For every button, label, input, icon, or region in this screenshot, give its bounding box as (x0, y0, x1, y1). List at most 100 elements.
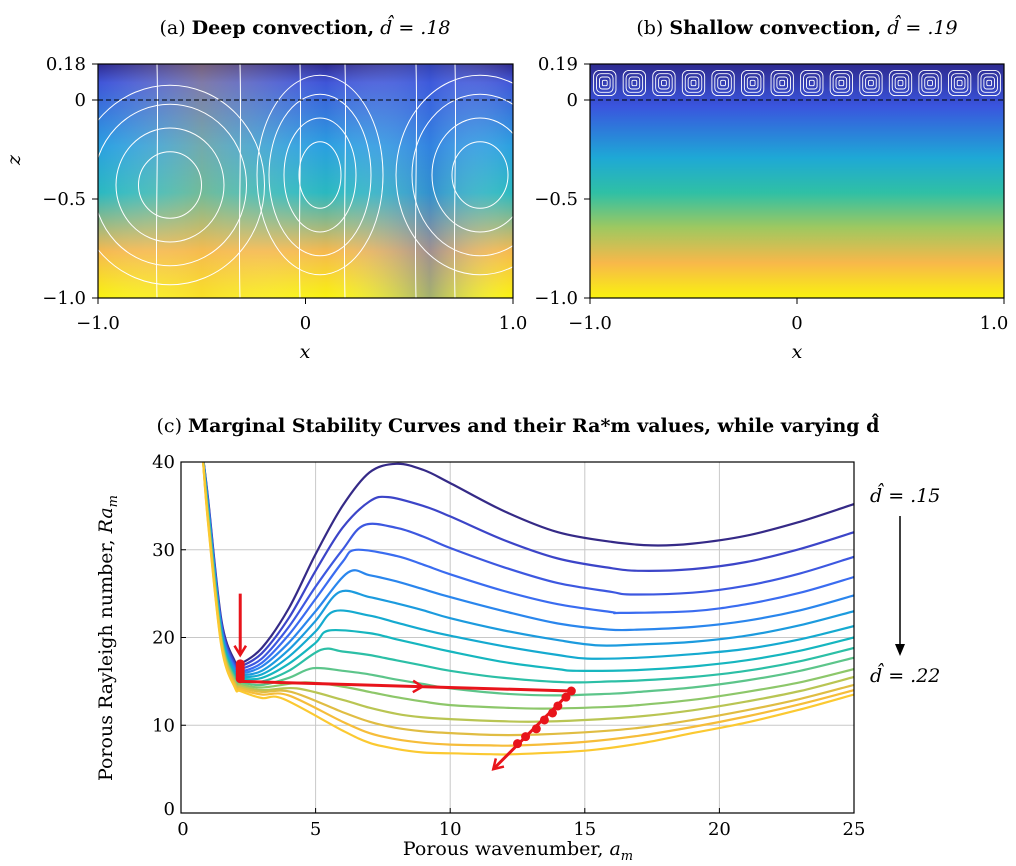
streamline (298, 141, 342, 209)
series-line (202, 462, 854, 737)
y-tick-label: 10 (152, 715, 175, 736)
ra-star-point (553, 701, 563, 711)
series-line (202, 462, 854, 676)
marker-arrow (240, 679, 572, 693)
y-tick-label: 40 (152, 452, 175, 473)
convection-cell (806, 76, 818, 90)
series-line (202, 462, 854, 756)
y-tick-label: 0.19 (538, 54, 578, 75)
convection-cell (800, 69, 824, 97)
x-ticks-b: −1.0 0 1.0 (568, 298, 1008, 334)
ra-star-point (547, 708, 557, 718)
convection-cell (803, 73, 821, 93)
y-tick-label: 30 (152, 540, 175, 561)
convection-cell (980, 73, 998, 93)
y-tick-label: −0.5 (534, 189, 578, 210)
series-line (202, 462, 854, 678)
x-axis-label-b: x (792, 341, 803, 363)
streamline (395, 74, 513, 276)
streamline (451, 141, 509, 209)
x-tick-label: 10 (439, 819, 462, 840)
convection-cell (684, 73, 703, 93)
convection-cell (655, 73, 673, 93)
convection-cell (628, 76, 641, 90)
convection-cell (865, 76, 877, 90)
convection-cell (832, 73, 851, 93)
convection-cell (859, 69, 883, 97)
convection-cell (862, 73, 880, 93)
x-tick-label: 1.0 (980, 313, 1009, 334)
convection-cell (652, 69, 676, 97)
y-tick-label: −1.0 (534, 288, 578, 309)
convection-cell (918, 69, 942, 97)
streamline (138, 151, 202, 219)
ra-star-point (566, 686, 576, 696)
panel-b: (b) Shallow convection, d̂ = .19 0.19 0 … (534, 14, 1008, 363)
convection-cell (950, 73, 969, 93)
convection-cell (773, 73, 791, 93)
y-tick-label: 0 (164, 799, 175, 820)
series-line (202, 462, 854, 680)
convection-cell (953, 76, 966, 90)
convection-cell (720, 79, 726, 87)
convection-cells-b (593, 69, 1001, 97)
convection-cell (894, 76, 907, 90)
convection-cell (835, 76, 848, 90)
convection-cell (891, 73, 910, 93)
convection-cell (776, 76, 788, 90)
ra-star-point (561, 692, 571, 702)
annotation-arrow-head (895, 644, 905, 656)
convection-cell (948, 69, 972, 97)
convection-cell (888, 69, 913, 97)
panel-a-title: (a) Deep convection, d̂ = .18 (159, 14, 450, 39)
convection-cell (717, 76, 729, 90)
convection-cell (838, 79, 845, 87)
x-tick-label: 0 (791, 313, 802, 334)
ra-star-markers (233, 593, 576, 771)
y-tick-label: −1.0 (42, 288, 86, 309)
x-axis-label-a: x (300, 341, 311, 363)
convection-cell (661, 79, 667, 87)
convection-cell (779, 79, 786, 87)
y-tick-label: −0.5 (42, 189, 86, 210)
streamline (115, 127, 225, 243)
convection-cell (687, 76, 700, 90)
streamline (155, 64, 159, 298)
series-c (202, 462, 854, 756)
marker-arrow-head (233, 645, 248, 658)
panel-a: (a) Deep convection, d̂ = .18 0.18 0 −0.… (3, 14, 527, 363)
x-tick-label: 20 (708, 819, 731, 840)
ticks-c: 0 5 10 15 20 25 0 10 20 30 40 (152, 452, 865, 840)
convection-cell (681, 69, 706, 97)
streamline (98, 103, 247, 267)
convection-cell (770, 69, 794, 97)
convection-cell (690, 79, 697, 87)
streamline (411, 93, 513, 257)
grid-c (181, 462, 854, 813)
marker-arrow-head (491, 758, 505, 771)
streamline (431, 117, 513, 233)
annotation-bottom: d̂ = .22 (870, 662, 940, 687)
y-ticks-b: 0.19 0 −0.5 −1.0 (534, 54, 590, 309)
y-tick-label: 0 (567, 90, 578, 111)
x-tick-label: 15 (573, 819, 596, 840)
streamline (238, 64, 242, 298)
convection-cell (956, 79, 963, 87)
convection-cell (599, 76, 611, 90)
convection-cell (927, 79, 933, 87)
y-axis-label-c: Porous Rayleigh number, Ram (95, 495, 121, 781)
convection-cell (743, 73, 762, 93)
heatmap-b (590, 64, 1004, 298)
y-ticks-a: 0.18 0 −0.5 −1.0 (42, 54, 98, 309)
streamline (453, 64, 457, 298)
panel-c-title: (c) Marginal Stability Curves and their … (157, 413, 880, 437)
convection-cell (808, 79, 815, 87)
convection-cell (746, 76, 759, 90)
convection-cell (921, 73, 939, 93)
convection-cell (596, 73, 614, 93)
convection-cell (829, 69, 853, 97)
convection-cell (749, 79, 756, 87)
y-tick-label: 0.18 (46, 54, 86, 75)
x-tick-label: 0 (177, 819, 188, 840)
